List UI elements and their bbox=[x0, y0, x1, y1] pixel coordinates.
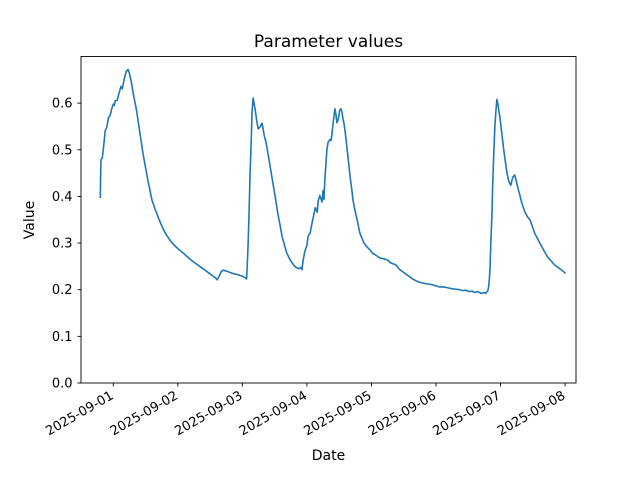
x-tick-label: 2025-09-06 bbox=[366, 388, 439, 439]
x-axis-ticks: 2025-09-012025-09-022025-09-032025-09-04… bbox=[43, 383, 568, 439]
y-axis-label: Value bbox=[22, 201, 38, 239]
y-tick-label: 0.6 bbox=[52, 97, 73, 112]
x-axis-label: Date bbox=[312, 448, 345, 464]
x-tick-label: 2025-09-02 bbox=[108, 388, 181, 439]
y-tick-label: 0.1 bbox=[52, 330, 73, 345]
y-axis-ticks: 0.0 0.1 0.2 0.3 0.4 0.5 0.6 bbox=[52, 97, 81, 392]
x-tick-label: 2025-09-08 bbox=[495, 388, 568, 439]
y-tick-label: 0.3 bbox=[52, 237, 73, 252]
x-tick-label: 2025-09-07 bbox=[431, 388, 504, 439]
x-tick-label: 2025-09-04 bbox=[237, 388, 310, 439]
y-tick-label: 0.4 bbox=[52, 190, 73, 205]
y-tick-label: 0.5 bbox=[52, 143, 73, 158]
y-tick-label: 0.2 bbox=[52, 283, 73, 298]
chart-title: Parameter values bbox=[254, 32, 403, 52]
x-tick-label: 2025-09-03 bbox=[172, 388, 245, 439]
data-line-series bbox=[99, 68, 566, 295]
plot-area bbox=[80, 56, 577, 384]
x-tick-label: 2025-09-05 bbox=[301, 388, 374, 439]
y-tick-label: 0.0 bbox=[52, 377, 73, 392]
x-tick-label: 2025-09-01 bbox=[43, 388, 116, 439]
